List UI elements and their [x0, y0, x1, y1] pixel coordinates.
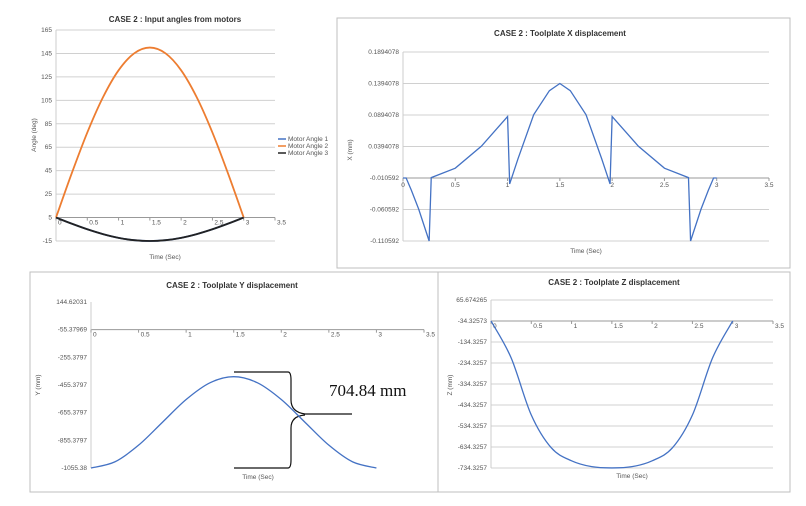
- panel-z-displacement: [437, 271, 791, 493]
- y-tick-label: -55.37969: [58, 327, 88, 334]
- x-tick-label: 1: [574, 323, 578, 330]
- x-tick-label: 3.5: [775, 323, 784, 330]
- x-tick-label: 2.5: [331, 332, 340, 339]
- x-tick-label: 2.5: [694, 323, 703, 330]
- x-tick-label: 3: [378, 332, 382, 339]
- y-tick-label: -15: [43, 238, 53, 245]
- chart-title: CASE 2 : Toolplate Y displacement: [166, 281, 298, 290]
- y-axis-label: X (mm): [347, 139, 354, 160]
- x-axis-label: Time (Sec): [242, 474, 274, 481]
- x-tick-label: 3: [735, 323, 739, 330]
- chart-3: CASE 2 : Toolplate Y displacement 144.620…: [35, 281, 435, 481]
- chart-2: CASE 2 : Toolplate X displacement 0.18940…: [347, 29, 774, 255]
- y-tick-label: -1055.38: [61, 465, 87, 472]
- y-tick-label: 25: [45, 191, 53, 198]
- y-tick-label: -134.3257: [458, 339, 488, 346]
- y-tick-label: -634.3257: [458, 444, 488, 451]
- x-tick-label: 1.5: [152, 220, 161, 227]
- x-tick-label: 0: [58, 220, 62, 227]
- y-tick-label: -34.32573: [458, 318, 488, 325]
- legend-entry: Motor Angle 1: [288, 136, 328, 143]
- x-tick-label: 1: [188, 332, 192, 339]
- x-tick-label: 0.5: [451, 182, 460, 189]
- x-tick-label: 0.5: [533, 323, 542, 330]
- chart-title: CASE 2 : Input angles from motors: [109, 15, 242, 24]
- x-tick-label: 0: [401, 182, 405, 189]
- y-tick-label: -455.3797: [58, 382, 88, 389]
- x-axis-label: Time (Sec): [616, 473, 648, 480]
- x-axis-label: Time (Sec): [149, 254, 181, 261]
- chart-title: CASE 2 : Toolplate X displacement: [494, 29, 626, 38]
- y-tick-label: 85: [45, 121, 53, 128]
- chart-title: CASE 2 : Toolplate Z displacement: [548, 278, 680, 287]
- x-tick-label: 3.5: [764, 182, 773, 189]
- y-tick-label: -234.3257: [458, 360, 488, 367]
- y-tick-label: 125: [41, 74, 52, 81]
- x-tick-label: 0.5: [89, 220, 98, 227]
- x-tick-label: 1.5: [236, 332, 245, 339]
- series-line-z: [490, 320, 734, 469]
- x-tick-label: 2.5: [214, 220, 223, 227]
- y-tick-label: -0.010592: [370, 175, 400, 182]
- y-tick-label: -255.3797: [58, 354, 88, 361]
- y-tick-label: 0.0394078: [368, 144, 399, 151]
- chart-1: CASE 2 : Input angles from motors1651451…: [31, 15, 328, 261]
- y-tick-label: -855.3797: [58, 437, 88, 444]
- x-axis-label: Time (Sec): [570, 248, 602, 255]
- y-tick-label: 165: [41, 27, 52, 34]
- legend-entry: Motor Angle 2: [288, 143, 328, 150]
- x-tick-label: 2.5: [660, 182, 669, 189]
- annotation-bracket: 704.84 mm: [234, 371, 406, 469]
- series-line-y: [90, 376, 377, 469]
- series-line-motor-angle-3: [55, 216, 245, 242]
- y-tick-label: -0.060592: [370, 206, 400, 213]
- y-tick-label: 145: [41, 50, 52, 57]
- y-tick-label: 65.674265: [456, 297, 487, 304]
- x-tick-label: 0: [493, 323, 497, 330]
- chart-4: CASE 2 : Toolplate Z displacement 65.6742…: [447, 278, 784, 480]
- x-tick-label: 2: [610, 182, 614, 189]
- x-tick-label: 3: [246, 220, 250, 227]
- x-tick-label: 1: [121, 220, 125, 227]
- y-axis-label: Angle (deg): [31, 118, 38, 152]
- y-tick-label: 65: [45, 144, 53, 151]
- y-tick-label: 0.1894078: [368, 49, 399, 56]
- annotation-label: 704.84 mm: [329, 381, 406, 400]
- series-line-x: [403, 82, 717, 242]
- x-tick-label: 0: [93, 332, 97, 339]
- y-tick-label: -734.3257: [458, 465, 488, 472]
- y-tick-label: -655.3797: [58, 410, 88, 417]
- y-tick-label: 105: [41, 97, 52, 104]
- y-axis-label: Z (mm): [447, 375, 454, 396]
- y-axis-label: Y (mm): [35, 374, 42, 395]
- x-tick-label: 1: [506, 182, 510, 189]
- y-tick-label: 45: [45, 168, 53, 175]
- x-tick-label: 1.5: [614, 323, 623, 330]
- y-tick-label: -334.3257: [458, 381, 488, 388]
- y-tick-label: 5: [48, 215, 52, 222]
- y-tick-label: 0.1394078: [368, 81, 399, 88]
- series-line-motor-angle-2: [55, 46, 245, 218]
- x-tick-label: 2: [654, 323, 658, 330]
- x-tick-label: 3.5: [426, 332, 435, 339]
- x-tick-label: 3: [715, 182, 719, 189]
- y-tick-label: 144.62031: [56, 299, 87, 306]
- y-tick-label: -0.110592: [370, 238, 399, 245]
- panel-x-displacement: [336, 17, 791, 269]
- y-tick-label: -534.3257: [458, 423, 488, 430]
- x-tick-label: 2: [283, 332, 287, 339]
- panel-y-displacement: [29, 271, 439, 493]
- legend-entry: Motor Angle 3: [288, 150, 328, 157]
- x-tick-label: 2: [183, 220, 187, 227]
- x-tick-label: 3.5: [277, 220, 286, 227]
- x-tick-label: 0.5: [141, 332, 150, 339]
- y-tick-label: 0.0894078: [368, 112, 399, 119]
- x-tick-label: 1.5: [555, 182, 564, 189]
- y-tick-label: -434.3257: [458, 402, 488, 409]
